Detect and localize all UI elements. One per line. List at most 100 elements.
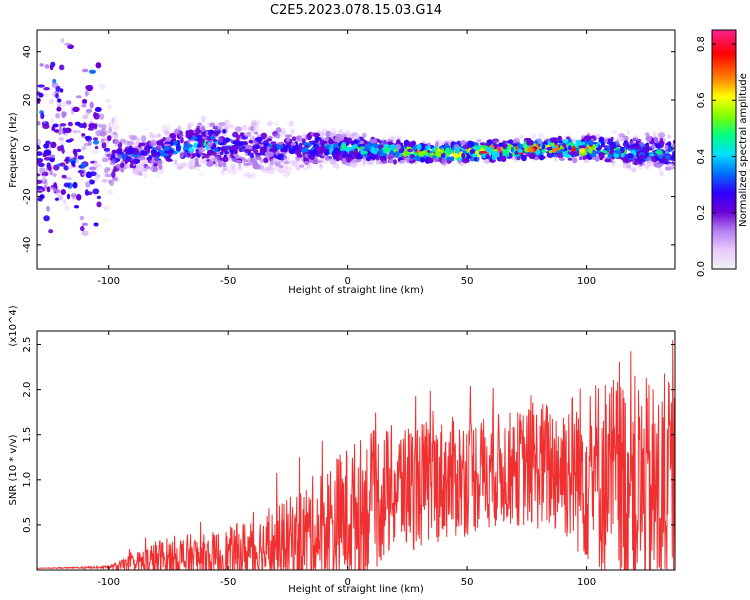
spectrogram-cell (195, 135, 203, 142)
spectrogram-cell (491, 150, 499, 158)
spectrogram-cell (420, 150, 428, 155)
spectrogram-cell (153, 172, 161, 179)
spectrogram-cell (419, 157, 425, 163)
spectrogram-cell (102, 178, 107, 184)
spectrogram-cell (351, 161, 358, 166)
spectrogram-cell (42, 123, 50, 130)
spectrogram-cell (102, 136, 108, 140)
spectrogram-cell (88, 123, 96, 129)
spectrogram-cell (365, 159, 374, 166)
spectrogram-cell (107, 104, 112, 110)
spectrogram-cell (67, 44, 74, 49)
spectrogram-cell (83, 142, 90, 147)
spectrogram-cell (269, 171, 274, 175)
spectrogram-cell (167, 135, 172, 142)
spectrogram-cell (55, 93, 59, 99)
spectrogram-cell (181, 162, 189, 168)
spectrogram-cell (222, 156, 229, 163)
spectrogram-cell (324, 149, 329, 155)
spectrogram-cell (136, 164, 144, 169)
spectrogram-cell (209, 158, 215, 163)
spectrogram-cell (341, 133, 348, 138)
spectrogram-cell (282, 152, 287, 157)
y-tick-label: 1.5 (22, 427, 33, 443)
spectrogram-cell (567, 142, 575, 147)
spectrogram-cell (645, 135, 652, 142)
spectrogram-cell (104, 173, 112, 178)
spectrogram-cell (658, 132, 665, 139)
spectrogram-cell (51, 82, 59, 88)
spectrogram-cell (132, 168, 139, 175)
spectrogram-cell (482, 145, 487, 150)
spectrogram-cell (614, 149, 622, 155)
spectrogram-cell (230, 163, 236, 169)
spectrogram-cell (165, 126, 170, 130)
spectrogram-cell (234, 159, 242, 164)
spectrogram-cell (143, 151, 148, 156)
spectrogram-cell (329, 158, 337, 165)
spectrogram-cell (59, 123, 67, 127)
spectrogram-cell (41, 171, 49, 177)
spectrogram-cell (347, 162, 352, 168)
spectrogram-cell (43, 156, 51, 161)
spectrogram-cell (94, 145, 99, 150)
spectrogram-cell (618, 133, 625, 138)
spectrogram-cell (431, 147, 436, 153)
x-tick-label: 0 (344, 577, 350, 588)
spectrogram-cell (136, 169, 142, 176)
spectrogram-cell (434, 157, 439, 161)
spectrogram-cell (437, 157, 443, 162)
spectrogram-cell (195, 127, 201, 134)
spectrogram-cell (187, 122, 195, 127)
spectrogram-cell (178, 132, 184, 138)
spectrogram-cell (370, 138, 378, 144)
spectrogram-cell (44, 64, 50, 69)
spectrogram-cell (353, 148, 358, 154)
spectrogram-cell (140, 168, 149, 172)
spectrogram-cell (149, 134, 157, 139)
spectrogram-cell (154, 157, 159, 164)
spectrogram-cell (52, 78, 57, 84)
spectrogram-cell (211, 157, 218, 160)
spectrogram-cell (82, 99, 87, 104)
spectrogram-cell (201, 136, 208, 140)
spectrogram-cell (220, 132, 227, 136)
spectrogram-cell (108, 126, 112, 134)
spectrogram-cell (210, 155, 215, 163)
spectrogram-cell (221, 170, 225, 177)
spectrogram-cell (440, 158, 447, 162)
spectrogram-cell (302, 167, 309, 171)
spectrogram-cell (132, 168, 140, 176)
spectrogram-cell (319, 157, 326, 162)
spectrogram-cell (247, 157, 252, 164)
spectrogram-cell (383, 146, 390, 154)
spectrogram-cell (149, 134, 157, 139)
spectrogram-cell (583, 158, 591, 164)
spectrogram-cell (626, 158, 632, 163)
spectrogram-cell (301, 133, 307, 139)
spectrogram-cell (255, 136, 263, 143)
spectrogram-cell (124, 158, 129, 164)
spectrogram-cell (206, 161, 214, 167)
spectrogram-cell (299, 164, 305, 168)
spectrogram-cell (450, 156, 455, 162)
spectrogram-cell (471, 153, 478, 157)
spectrogram-cell (553, 154, 558, 159)
spectrogram-cell (389, 149, 394, 157)
spectrogram-cell (104, 167, 109, 174)
spectrogram-cell (439, 145, 443, 150)
spectrogram-cell (469, 149, 476, 154)
spectrogram-panel: -100 -50 0 50 100 -40 -20 0 20 40 Height of strai… (8, 29, 676, 296)
spectrogram-cell (617, 135, 625, 143)
spectrogram-cell (162, 129, 169, 134)
spectrogram-cell (655, 150, 663, 155)
spectrogram-cell (85, 181, 91, 188)
spectrogram-cell (314, 136, 321, 140)
spectrogram-cell (94, 107, 102, 112)
spectrogram-cell (114, 153, 122, 160)
spectrogram-cell (196, 152, 201, 158)
spectrogram-cell (255, 154, 260, 159)
spectrogram-cell (224, 119, 230, 124)
spectrogram-cell (231, 144, 239, 150)
spectrogram-cell (204, 134, 212, 141)
